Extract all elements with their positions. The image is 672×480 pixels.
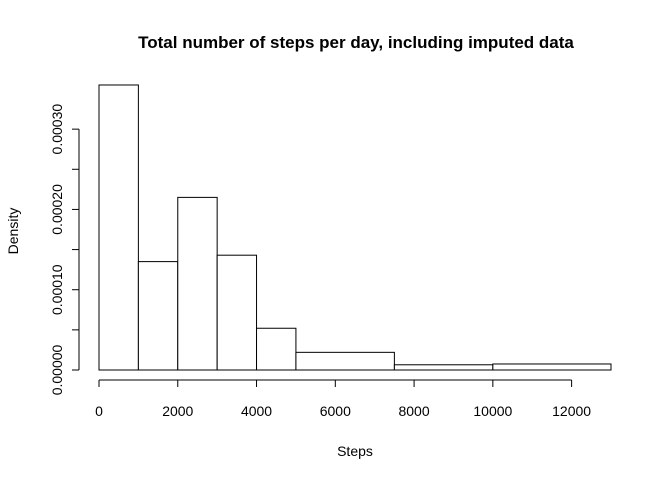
x-tick-label: 0 — [95, 403, 103, 419]
y-axis: 0.00000 0.00010 0.00020 0.00030 — [49, 104, 80, 395]
histogram-bar-2 — [137, 261, 179, 371]
histogram-bar-1 — [98, 84, 139, 371]
histogram-bar-4 — [216, 254, 258, 371]
x-tick-label: 6000 — [320, 403, 351, 419]
y-axis-label: Density — [5, 208, 21, 255]
histogram-bar-5 — [256, 327, 297, 371]
x-axis-label: Steps — [337, 443, 373, 459]
x-tick-label: 8000 — [398, 403, 429, 419]
bars-group — [98, 84, 612, 371]
x-tick-label: 2000 — [162, 403, 193, 419]
x-tick-label: 4000 — [241, 403, 272, 419]
y-tick-label: 0.00000 — [49, 344, 65, 395]
x-tick-label: 12000 — [552, 403, 591, 419]
histogram-bar-6 — [295, 351, 395, 371]
y-tick-label: 0.00010 — [49, 264, 65, 315]
x-tick-label: 10000 — [473, 403, 512, 419]
histogram-bar-8 — [492, 363, 612, 371]
x-axis: 0 2000 4000 6000 8000 10000 12000 — [95, 379, 591, 419]
chart-title: Total number of steps per day, including… — [138, 33, 574, 52]
y-tick-label: 0.00020 — [49, 184, 65, 235]
y-tick-label: 0.00030 — [49, 104, 65, 155]
histogram-bar-3 — [177, 196, 218, 371]
histogram-bar-7 — [393, 364, 494, 371]
